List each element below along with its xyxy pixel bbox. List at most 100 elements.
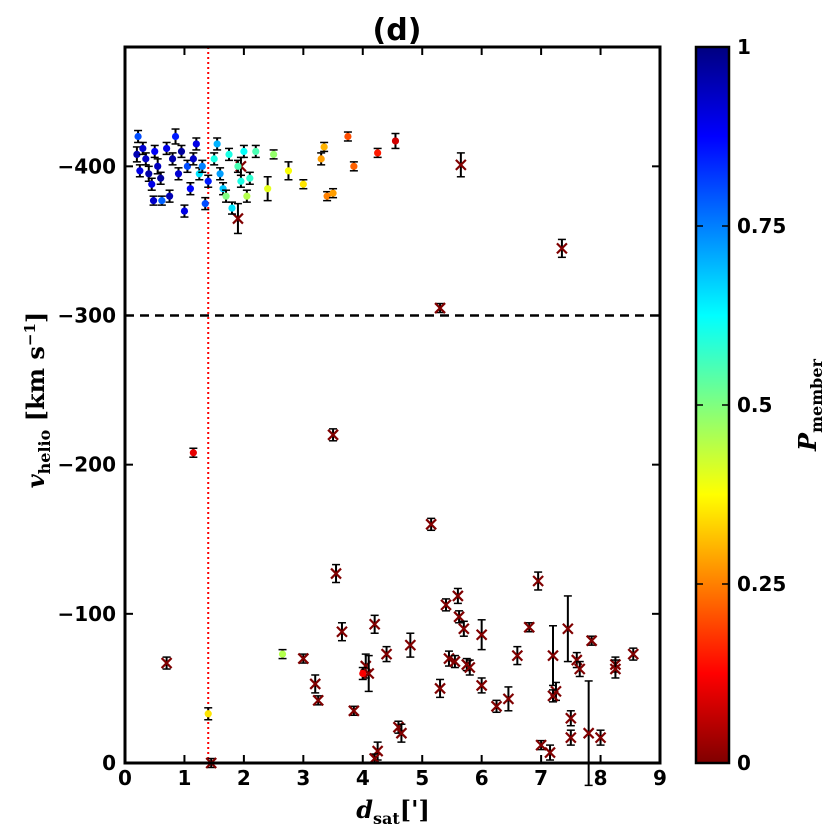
nonmember-cross-stroke bbox=[348, 705, 360, 717]
nonmember-cross-stroke bbox=[532, 575, 544, 587]
member-point bbox=[165, 192, 174, 200]
nonmember-cross-stroke bbox=[594, 731, 607, 744]
nonmember-cross-stroke bbox=[368, 618, 381, 631]
nonmember-point bbox=[627, 648, 640, 660]
nonmember-cross-stroke bbox=[309, 678, 322, 690]
nonmember-cross-stroke bbox=[312, 694, 324, 707]
member-point bbox=[157, 174, 165, 182]
nonmember-cross-stroke bbox=[490, 700, 503, 713]
member-point bbox=[210, 155, 218, 163]
nonmember-cross-stroke bbox=[562, 622, 574, 635]
nonmember-cross-stroke bbox=[609, 663, 622, 675]
nonmember-point bbox=[330, 567, 342, 580]
nonmember-point bbox=[336, 625, 348, 638]
member-point bbox=[317, 155, 325, 163]
x-tick-label: 7 bbox=[534, 766, 548, 790]
nonmember-point bbox=[565, 712, 577, 725]
nonmember-point bbox=[573, 663, 586, 675]
nonmember-point bbox=[297, 652, 310, 665]
member-point bbox=[270, 150, 278, 158]
nonmember-point bbox=[232, 212, 244, 225]
nonmember-cross-stroke bbox=[297, 652, 310, 665]
nonmember-cross-stroke bbox=[573, 663, 586, 675]
member-point bbox=[133, 150, 141, 158]
x-tick-label: 1 bbox=[177, 766, 191, 790]
nonmember-point bbox=[404, 639, 417, 651]
member-point bbox=[243, 192, 251, 200]
member-point bbox=[374, 149, 382, 157]
nonmember-point bbox=[490, 700, 503, 713]
colorbar-tick-label: 0.25 bbox=[737, 572, 786, 596]
nonmember-point bbox=[455, 159, 467, 171]
nonmember-point bbox=[452, 590, 464, 602]
x-tick-label: 9 bbox=[653, 766, 667, 790]
nonmember-cross-stroke bbox=[330, 567, 342, 580]
member-point bbox=[177, 147, 186, 156]
member-point bbox=[222, 192, 230, 200]
member-point bbox=[329, 189, 337, 197]
nonmember-cross-stroke bbox=[565, 712, 577, 725]
y-axis-label: vhelio [km s−1] bbox=[21, 312, 54, 489]
member-point bbox=[320, 143, 328, 151]
member-point bbox=[148, 180, 156, 188]
nonmember-point bbox=[453, 611, 465, 623]
colorbar-tick-label: 0 bbox=[737, 751, 751, 775]
nonmember-cross-stroke bbox=[556, 242, 568, 255]
nonmember-cross-stroke bbox=[463, 661, 476, 674]
nonmember-cross-stroke bbox=[502, 693, 515, 705]
nonmember-point bbox=[312, 694, 324, 707]
member-point bbox=[204, 710, 212, 718]
colorbar-tick-label: 0.75 bbox=[737, 214, 786, 238]
nonmember-point bbox=[380, 648, 393, 660]
nonmember-cross-stroke bbox=[395, 727, 408, 739]
nonmember-point bbox=[327, 429, 339, 441]
nonmember-cross-stroke bbox=[585, 634, 598, 647]
x-tick-label: 0 bbox=[118, 766, 132, 790]
nonmember-point bbox=[609, 663, 622, 675]
nonmember-point bbox=[502, 693, 515, 705]
x-tick-label: 6 bbox=[475, 766, 489, 790]
nonmember-cross-stroke bbox=[547, 690, 559, 702]
nonmember-point bbox=[309, 678, 322, 690]
member-point bbox=[216, 170, 224, 178]
x-tick-label: 8 bbox=[594, 766, 608, 790]
member-point bbox=[180, 207, 189, 215]
nonmember-cross-stroke bbox=[627, 648, 640, 660]
member-point bbox=[225, 150, 233, 158]
member-point bbox=[154, 162, 162, 170]
nonmember-point bbox=[585, 634, 598, 647]
y-tick-label: −200 bbox=[57, 453, 116, 477]
member-point bbox=[201, 200, 209, 208]
nonmember-point bbox=[544, 746, 556, 759]
nonmember-cross-stroke bbox=[327, 429, 339, 441]
nonmember-cross-stroke bbox=[458, 622, 470, 635]
member-point bbox=[198, 162, 206, 170]
member-point bbox=[174, 170, 183, 178]
nonmember-cross-stroke bbox=[535, 739, 547, 751]
nonmember-cross-stroke bbox=[582, 727, 595, 739]
nonmember-cross-stroke bbox=[453, 611, 465, 623]
nonmember-cross-stroke bbox=[547, 649, 559, 662]
nonmember-cross-stroke bbox=[434, 682, 446, 695]
member-point bbox=[323, 192, 331, 200]
y-tick-label: 0 bbox=[102, 751, 116, 775]
nonmember-point bbox=[440, 599, 452, 611]
member-point bbox=[264, 185, 272, 193]
nonmember-point bbox=[434, 302, 446, 314]
member-point bbox=[171, 132, 180, 141]
member-point bbox=[228, 204, 236, 212]
nonmember-cross-stroke bbox=[475, 628, 488, 641]
nonmember-cross-stroke bbox=[565, 731, 577, 744]
member-point bbox=[149, 197, 158, 205]
member-point bbox=[240, 147, 248, 156]
member-point bbox=[158, 197, 166, 205]
nonmember-cross-stroke bbox=[232, 212, 244, 225]
nonmember-point bbox=[475, 679, 488, 692]
nonmember-cross-stroke bbox=[511, 649, 524, 662]
member-point bbox=[183, 162, 192, 170]
nonmember-cross-stroke bbox=[475, 679, 488, 692]
y-tick-label: −300 bbox=[57, 304, 116, 328]
member-point bbox=[252, 147, 260, 156]
x-tick-label: 5 bbox=[415, 766, 429, 790]
